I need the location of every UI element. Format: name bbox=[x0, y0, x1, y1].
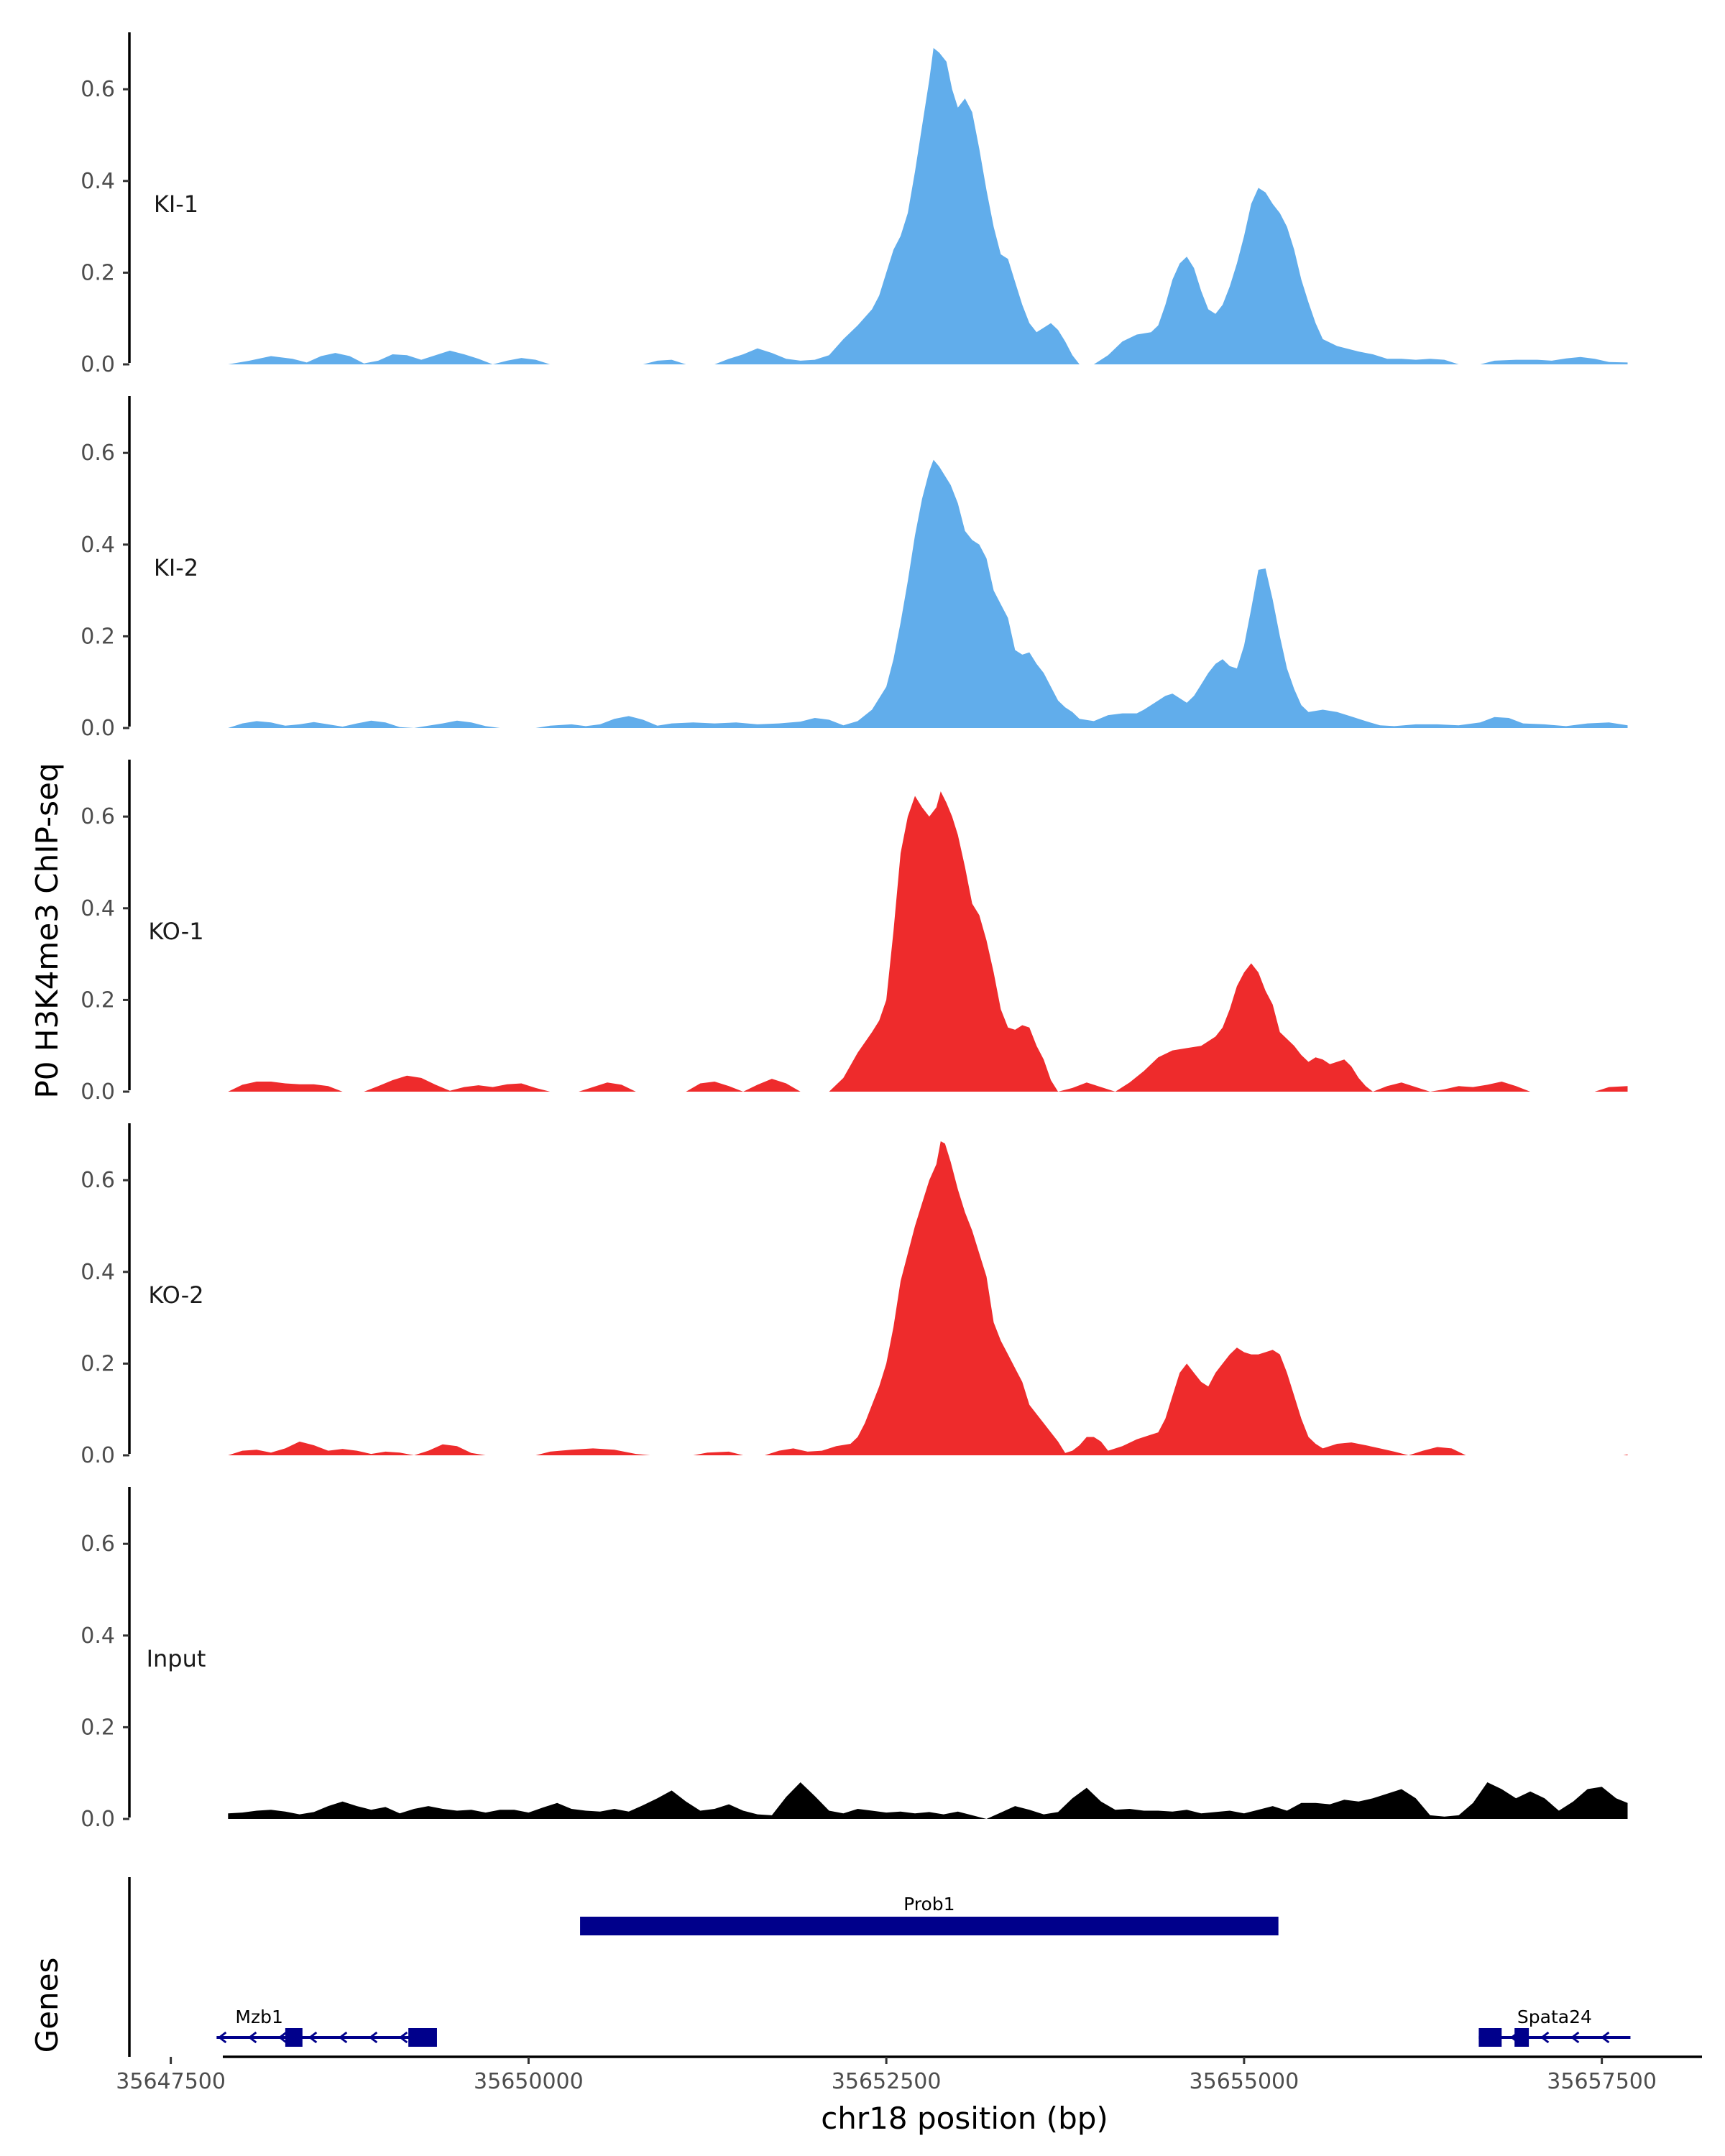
y-tick-label: 0.4 bbox=[80, 533, 115, 558]
y-tick-label: 0.0 bbox=[80, 1443, 115, 1468]
x-tick-label: 35650000 bbox=[474, 2069, 584, 2094]
y-tick-label: 0.6 bbox=[80, 441, 115, 466]
gene-exon bbox=[285, 2028, 303, 2047]
track-ki-1: 0.0 0.2 0.4 0.6 KI-1 bbox=[80, 32, 1628, 377]
strand-arrow bbox=[277, 2031, 288, 2044]
y-tick-label: 0.2 bbox=[80, 1715, 115, 1740]
track-label: KI-1 bbox=[154, 190, 198, 218]
gene-exon bbox=[1478, 2028, 1502, 2047]
y-tick-label: 0.6 bbox=[80, 804, 115, 829]
coverage-area bbox=[228, 459, 1628, 728]
coverage-area bbox=[228, 47, 1628, 365]
y-tick-label: 0.2 bbox=[80, 1351, 115, 1376]
y-tick-label: 0.2 bbox=[80, 987, 115, 1013]
coverage-tracks: 0.00.20.40.6KI-10.00.20.40.6KI-20.00.20.… bbox=[80, 32, 1628, 1832]
strand-arrow bbox=[1600, 2031, 1610, 2044]
x-axis: 35647500 35650000 35652500 35655000 35657500 bbox=[116, 2055, 1702, 2094]
coverage-area bbox=[228, 1141, 1628, 1455]
gene-mzb1: Mzb1 bbox=[216, 2007, 437, 2047]
track-label: KO-2 bbox=[148, 1281, 203, 1309]
track-input: 0.0 0.2 0.4 0.6 Input bbox=[80, 1487, 1628, 1832]
gene-prob1: Prob1 bbox=[580, 1894, 1279, 1935]
x-axis-title: chr18 position (bp) bbox=[821, 2101, 1108, 2136]
gene-label: Prob1 bbox=[903, 1894, 954, 1915]
y-tick-label: 0.0 bbox=[80, 716, 115, 741]
gene-label: Mzb1 bbox=[235, 2007, 282, 2027]
y-tick-label: 0.4 bbox=[80, 896, 115, 921]
track-ko-1: 0.0 0.2 0.4 0.6 KO-1 bbox=[80, 760, 1628, 1105]
y-tick-label: 0.4 bbox=[80, 1260, 115, 1285]
y-tick-label: 0.0 bbox=[80, 352, 115, 377]
y-axis-title: P0 H3K4me3 ChIP-seq bbox=[29, 763, 65, 1098]
track-ko-2: 0.0 0.2 0.4 0.6 KO-2 bbox=[80, 1123, 1628, 1468]
coverage-area bbox=[228, 1782, 1628, 1819]
gene-annotation-panel: Prob1 Mzb1 Spata24 bbox=[128, 1877, 1631, 2057]
track-ki-2: 0.0 0.2 0.4 0.6 KI-2 bbox=[80, 396, 1628, 741]
gene-label: Spata24 bbox=[1517, 2007, 1592, 2027]
x-tick-label: 35647500 bbox=[116, 2069, 226, 2094]
strand-arrow bbox=[308, 2031, 318, 2044]
strand-arrow bbox=[1570, 2031, 1580, 2044]
y-tick-label: 0.6 bbox=[80, 1168, 115, 1193]
y-tick-label: 0.4 bbox=[80, 169, 115, 194]
strand-arrow bbox=[1540, 2031, 1550, 2044]
strand-arrow bbox=[398, 2031, 408, 2044]
y-tick-label: 0.6 bbox=[80, 1531, 115, 1557]
gene-body bbox=[580, 1917, 1279, 1935]
y-tick-label: 0.4 bbox=[80, 1623, 115, 1649]
genes-axis-title: Genes bbox=[29, 1958, 65, 2053]
y-tick-label: 0.2 bbox=[80, 260, 115, 285]
gene-exon bbox=[408, 2028, 437, 2047]
x-tick-label: 35655000 bbox=[1190, 2069, 1300, 2094]
y-tick-label: 0.0 bbox=[80, 1079, 115, 1105]
gene-spata24: Spata24 bbox=[1478, 2007, 1631, 2047]
strand-arrow bbox=[368, 2031, 378, 2044]
track-label: KI-2 bbox=[154, 554, 198, 581]
coverage-area bbox=[228, 791, 1628, 1092]
y-tick-label: 0.0 bbox=[80, 1807, 115, 1832]
strand-arrow bbox=[338, 2031, 348, 2044]
y-tick-label: 0.6 bbox=[80, 77, 115, 102]
y-tick-label: 0.2 bbox=[80, 624, 115, 649]
track-label: KO-1 bbox=[148, 918, 203, 945]
x-tick-label: 35657500 bbox=[1547, 2069, 1657, 2094]
strand-arrow bbox=[247, 2031, 257, 2044]
strand-arrow bbox=[217, 2031, 227, 2044]
gene-exon bbox=[1514, 2028, 1530, 2047]
x-tick-label: 35652500 bbox=[832, 2069, 942, 2094]
track-label: Input bbox=[147, 1645, 206, 1672]
